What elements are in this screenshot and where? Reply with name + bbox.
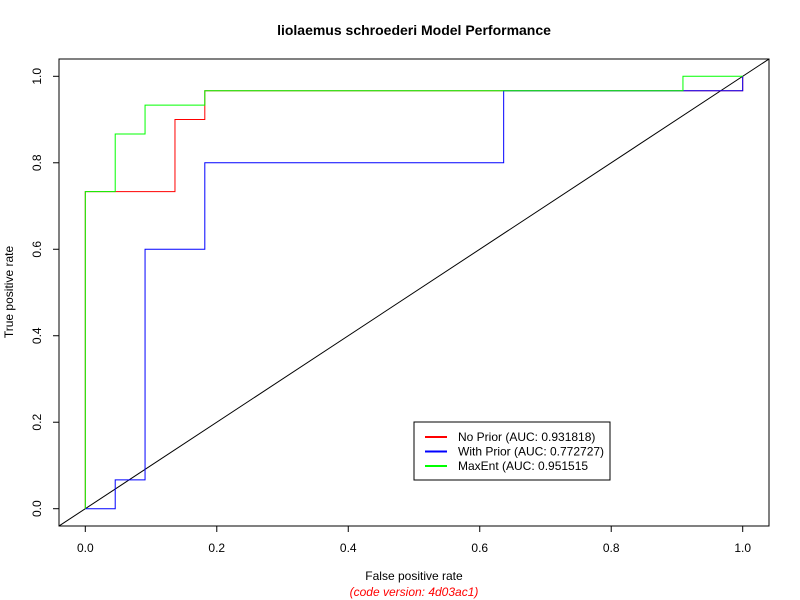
- legend-label: No Prior (AUC: 0.931818): [458, 430, 595, 444]
- plot-area: [59, 59, 769, 526]
- y-tick-label: 1.0: [30, 68, 44, 85]
- y-tick-label: 0.0: [30, 500, 44, 517]
- y-tick-label: 0.8: [30, 154, 44, 171]
- x-axis: 0.0 0.2 0.4 0.6 0.8 1.0: [77, 526, 751, 555]
- y-axis-label: True positive rate: [2, 246, 16, 339]
- y-tick-label: 0.2: [30, 414, 44, 431]
- x-axis-label: False positive rate: [365, 569, 463, 583]
- legend-label: MaxEnt (AUC: 0.951515: [458, 459, 588, 473]
- legend: No Prior (AUC: 0.931818)With Prior (AUC:…: [413, 421, 611, 481]
- y-tick-label: 0.6: [30, 241, 44, 258]
- x-tick-label: 1.0: [734, 541, 751, 555]
- x-tick-label: 0.4: [340, 541, 357, 555]
- x-tick-label: 0.6: [471, 541, 488, 555]
- x-tick-label: 0.2: [208, 541, 225, 555]
- reference-diagonal-line: [59, 59, 769, 526]
- y-axis: 0.0 0.2 0.4 0.6 0.8 1.0: [30, 68, 59, 517]
- legend-label: With Prior (AUC: 0.772727): [458, 445, 604, 459]
- x-tick-label: 0.0: [77, 541, 94, 555]
- y-tick-label: 0.4: [30, 327, 44, 344]
- plot-frame: [58, 58, 770, 527]
- chart-title: liolaemus schroederi Model Performance: [277, 22, 551, 38]
- roc-series-line-2: [84, 75, 743, 509]
- code-version-caption: (code version: 4d03ac1): [350, 585, 479, 599]
- x-tick-label: 0.8: [603, 541, 620, 555]
